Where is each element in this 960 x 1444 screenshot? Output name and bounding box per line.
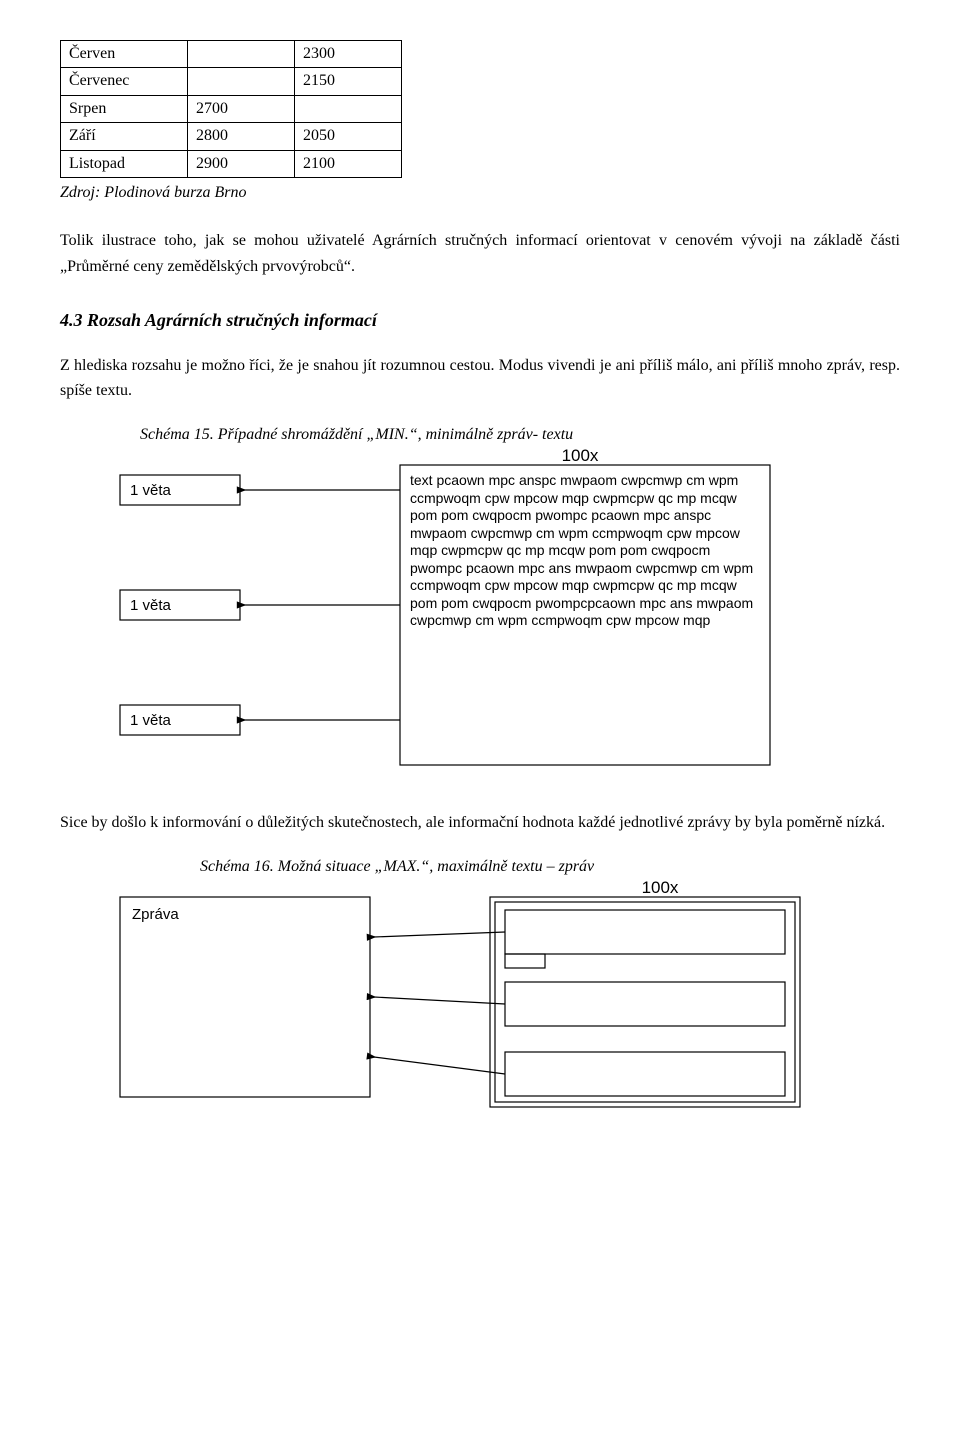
schema15-sentence-1: 1 věta	[130, 480, 171, 501]
schema15-100x-label: 100x	[520, 444, 640, 468]
cell-month: Červen	[61, 41, 188, 68]
cell-v2: 2050	[295, 123, 402, 150]
schema15-caption: Schéma 15. Případné shromáždění „MIN.“, …	[140, 424, 900, 446]
price-table: Červen 2300 Červenec 2150 Srpen 2700 Zář…	[60, 40, 402, 178]
cell-v2	[295, 95, 402, 122]
schema16-caption: Schéma 16. Možná situace „MAX.“, maximál…	[200, 856, 900, 878]
schema16-100x-label: 100x	[600, 876, 720, 900]
paragraph-3: Sice by došlo k informování o důležitých…	[60, 810, 900, 836]
cell-v2: 2300	[295, 41, 402, 68]
table-row: Listopad 2900 2100	[61, 150, 402, 177]
cell-v1: 2800	[188, 123, 295, 150]
cell-v1: 2700	[188, 95, 295, 122]
cell-v2: 2150	[295, 68, 402, 95]
schema15-bigbox-text: text pcaown mpc anspc mwpaom cwpcmwp cm …	[410, 472, 760, 762]
schema16-zprava-label: Zpráva	[132, 904, 179, 925]
table-row: Září 2800 2050	[61, 123, 402, 150]
cell-month: Listopad	[61, 150, 188, 177]
paragraph-2: Z hlediska rozsahu je možno říci, že je …	[60, 353, 900, 404]
table-source: Zdroj: Plodinová burza Brno	[60, 182, 900, 204]
schema16-diagram: 100x Zpráva	[60, 882, 900, 1122]
schema15-diagram: 100x 1 věta 1 věta 1 věta text pcaown mp…	[60, 450, 900, 780]
cell-v1: 2900	[188, 150, 295, 177]
schema15-sentence-3: 1 věta	[130, 710, 171, 731]
table-row: Srpen 2700	[61, 95, 402, 122]
cell-v2: 2100	[295, 150, 402, 177]
table-row: Červen 2300	[61, 41, 402, 68]
table-row: Červenec 2150	[61, 68, 402, 95]
schema15-sentence-2: 1 věta	[130, 595, 171, 616]
cell-v1	[188, 68, 295, 95]
cell-month: Září	[61, 123, 188, 150]
paragraph-1: Tolik ilustrace toho, jak se mohou uživa…	[60, 228, 900, 279]
cell-month: Červenec	[61, 68, 188, 95]
cell-month: Srpen	[61, 95, 188, 122]
cell-v1	[188, 41, 295, 68]
section-heading: 4.3 Rozsah Agrárních stručných informací	[60, 308, 900, 333]
